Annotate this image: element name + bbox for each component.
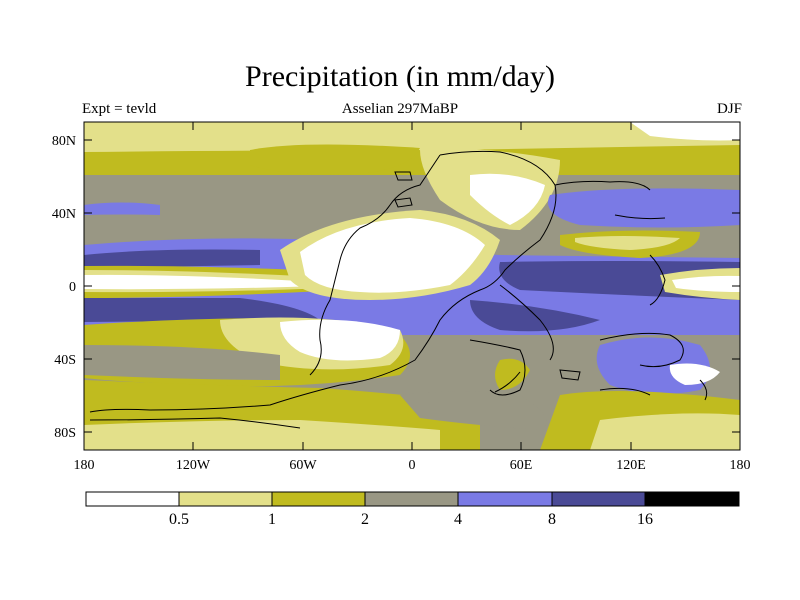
colorbar-box: [552, 492, 645, 506]
lon-tick-label: 0: [409, 458, 416, 473]
lat-tick-label: 40S: [54, 353, 76, 368]
lon-tick-label: 120W: [176, 458, 211, 473]
lon-tick-label: 180: [730, 458, 751, 473]
colorbar-box: [179, 492, 272, 506]
colorbar-label: 4: [454, 511, 462, 528]
colorbar-label: 0.5: [169, 511, 189, 528]
lat-tick-label: 80N: [52, 134, 76, 149]
page-title: Precipitation (in mm/day): [0, 60, 800, 94]
lon-tick-label: 180: [74, 458, 95, 473]
lat-tick-label: 40N: [52, 207, 76, 222]
lat-tick-label: 80S: [54, 426, 76, 441]
lon-tick-label: 120E: [616, 458, 646, 473]
period-label: Asselian 297MaBP: [0, 101, 800, 118]
colorbar-box: [365, 492, 458, 506]
colorbar-box: [458, 492, 552, 506]
colorbar-label: 2: [361, 511, 369, 528]
colorbar-box: [272, 492, 365, 506]
lat-tick-label: 0: [69, 280, 76, 295]
colorbar-label: 16: [637, 511, 653, 528]
colorbar: [86, 492, 739, 506]
colorbar-box: [645, 492, 739, 506]
season-label: DJF: [717, 101, 742, 118]
precipitation-field: [84, 122, 740, 450]
colorbar-label: 8: [548, 511, 556, 528]
lon-tick-label: 60W: [289, 458, 317, 473]
colorbar-label: 1: [268, 511, 276, 528]
lon-tick-label: 60E: [510, 458, 533, 473]
colorbar-box: [86, 492, 179, 506]
